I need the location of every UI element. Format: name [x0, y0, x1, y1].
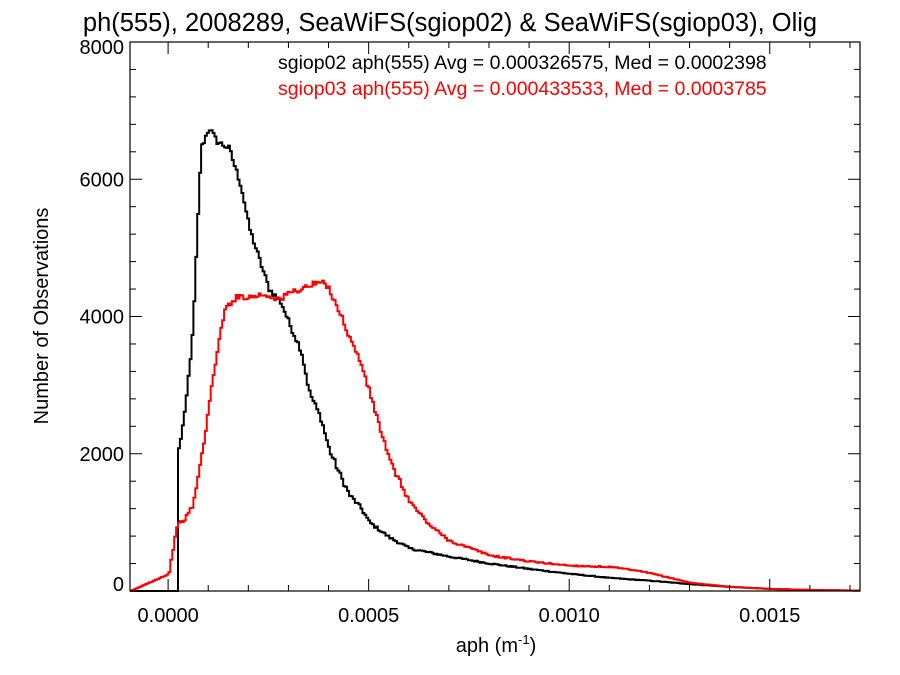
x-tick-label-2: 0.0010 — [539, 605, 600, 627]
x-tick-label-3: 0.0015 — [739, 605, 800, 627]
y-tick-label-4: 8000 — [80, 37, 125, 59]
legend-entry-sgiop02: sgiop02 aph(555) Avg = 0.000326575, Med … — [278, 52, 767, 74]
x-tick-label-0: 0.0000 — [138, 605, 199, 627]
x-axis-label: aph (m-1) — [456, 632, 536, 657]
series-line-sgiop03 — [130, 279, 860, 592]
chart-title: ph(555), 2008289, SeaWiFS(sgiop02) & Sea… — [83, 9, 817, 37]
x-axis-label-sup: -1 — [518, 632, 530, 647]
y-tick-label-0: 0 — [113, 574, 124, 596]
legend-entry-sgiop03: sgiop03 aph(555) Avg = 0.000433533, Med … — [278, 78, 767, 100]
x-axis-label-close: ) — [530, 635, 537, 657]
x-tick-label-1: 0.0005 — [338, 605, 399, 627]
y-axis-label: Number of Observations — [31, 208, 53, 425]
plot-frame — [129, 41, 861, 592]
y-tick-label-3: 6000 — [80, 169, 125, 191]
y-tick-label-1: 2000 — [80, 444, 125, 466]
y-tick-label-2: 4000 — [80, 307, 125, 329]
series-line-sgiop02 — [130, 129, 860, 592]
x-axis-label-main: aph (m — [456, 635, 518, 657]
